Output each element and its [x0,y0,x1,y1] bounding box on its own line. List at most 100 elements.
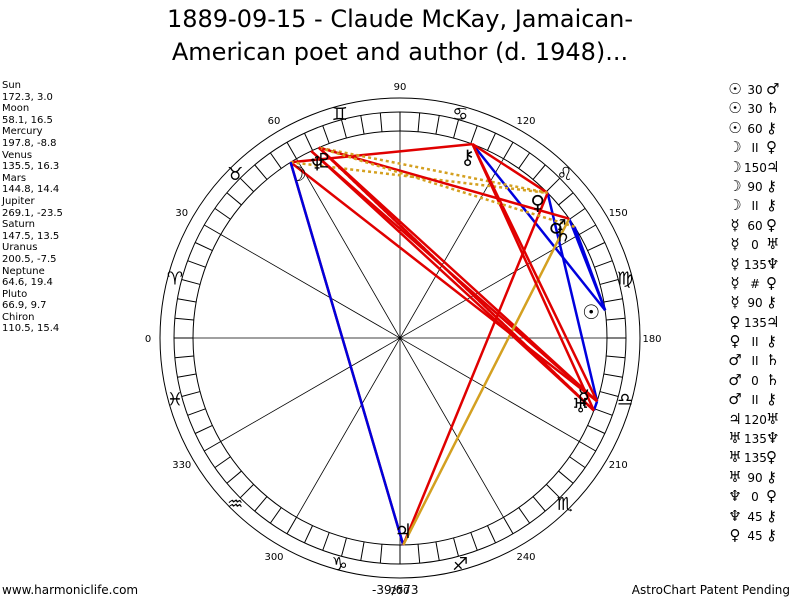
pluto-glyph-icon: ♇ [315,148,333,172]
aspect-planet-glyph: ♂ [766,80,780,98]
degree-tick [603,373,623,378]
degree-label: 30 [175,208,188,219]
degree-tick [322,125,330,144]
aspect-angle: 120 [744,412,767,427]
chart-title-line-2: American poet and author (d. 1948)... [171,38,629,66]
aspect-row: ♅ 90 ⚷ [726,468,798,487]
aspect-planet-glyph: ☿ [730,215,740,234]
aspect-angle: II [751,354,759,369]
planet-values-mars: 144.8, 14.4 [2,184,60,196]
aspect-line [318,146,548,195]
aspect-planet-glyph: ♃ [728,409,742,428]
degree-tick [286,142,297,159]
aspect-line [290,161,548,195]
degree-tick [518,507,531,524]
aspect-row: ♀ 135♃ [726,313,798,332]
outer-circle [159,97,641,579]
degree-label: 0 [145,334,151,345]
aspect-planet-glyph: ⚷ [766,196,777,215]
aspect-planet-glyph: ♆ [766,254,780,273]
degree-tick [558,192,574,206]
aspect-angle: 135 [744,257,767,272]
aspect-planet-glyph: ☉ [728,80,742,98]
aspect-list: ☉ 30 ♂ ☉ 30 ♄ ☉ 60 ⚷ ☽ II ♀ ☽ 150♃ ☽ 90 ⚷ ☽ II ⚷ ☿ 60 ♀ ☿ 0 ♅ ☿ 135… [726,80,798,545]
degree-tick [341,537,347,557]
aspect-row: ☉ 60 ⚷ [726,119,798,138]
aspect-line [402,218,571,546]
aspect-planet-glyph: ♅ [766,409,780,428]
degree-tick [579,441,596,452]
aspect-planet-glyph: ♄ [766,370,780,389]
sign-gemini-icon: ♊ [332,104,348,125]
sign-libra-icon: ♎ [617,389,633,410]
planet-values-pluto: 66.9, 9.7 [2,300,47,312]
aspect-planet-glyph: ⚷ [766,332,777,351]
planet-name-pluto: Pluto [2,288,28,300]
venus-glyph-icon: ♀ [530,191,545,215]
degree-label: 90 [394,82,407,93]
aspect-angle: 45 [747,528,763,543]
degree-tick [177,373,197,378]
degree-tick [606,355,626,359]
aspect-row: ☉ 30 ♄ [726,99,798,118]
sign-taurus-icon: ♉ [227,164,243,185]
degree-tick [174,355,194,359]
aspect-angle: 90 [747,296,763,311]
degree-tick [194,425,213,434]
aspect-angle: II [751,393,759,408]
moon-glyph-icon: ☽ [289,162,307,186]
degree-tick [304,525,313,544]
planet-name-chiron: Chiron [2,311,35,323]
aspect-planet-glyph: ☽ [728,157,742,176]
degree-tick [417,112,421,132]
aspect-angle: 0 [751,490,759,505]
aspect-row: ☽ II ⚷ [726,196,798,215]
degree-label: 60 [268,116,281,127]
aspect-angle: 135 [744,451,767,466]
aspect-angle: II [751,141,759,156]
sign-sagittarius-icon: ♐ [452,554,468,575]
degree-tick [546,177,561,192]
planet-name-uranus: Uranus [2,242,38,254]
aspect-planet-glyph: ♅ [728,467,742,486]
aspect-row: ☿ 0 ♅ [726,235,798,254]
sign-virgo-icon: ♍ [617,269,633,290]
degree-label: 180 [642,334,661,345]
degree-tick [599,391,619,397]
aspect-angle: 90 [747,470,763,485]
aspect-line [317,146,595,412]
aspect-row: ♆ 0 ♀ [726,487,798,506]
degree-tick [546,484,561,499]
degree-tick [254,496,268,512]
degree-label: 240 [516,552,535,563]
degree-tick [322,532,330,551]
degree-tick [453,119,459,139]
chart-title-line-1: 1889-09-15 - Claude McKay, Jamaican- [166,5,634,33]
degree-tick [569,207,586,220]
aspect-planet-glyph: ☽ [728,176,742,195]
aspect-planet-glyph: ♀ [766,448,777,467]
footer-website-link[interactable]: www.harmoniclife.com [2,583,139,597]
aspect-planet-glyph: ♀ [766,138,777,157]
degree-tick [487,132,496,151]
aspect-planet-glyph: ☿ [730,293,740,312]
degree-tick [226,192,242,206]
degree-tick [594,260,613,268]
aspect-row: ☽ II ♀ [726,138,798,157]
degree-tick [503,142,514,159]
degree-tick [239,484,254,499]
degree-label: 210 [609,460,628,471]
aspect-planet-glyph: ☉ [728,99,742,118]
aspect-planet-glyph: ⚷ [766,293,777,312]
degree-tick [269,152,282,169]
aspect-planet-glyph: ♆ [728,506,742,525]
sign-capricorn-icon: ♑ [332,554,348,575]
aspect-planet-glyph: ⚷ [766,176,777,195]
degree-tick [594,408,613,416]
degree-tick [587,242,606,251]
aspect-line [289,161,598,403]
planet-values-venus: 135.5, 16.3 [2,161,60,173]
aspect-row: ☿ 90 ⚷ [726,293,798,312]
chiron-glyph-icon: ⚷ [460,145,475,169]
